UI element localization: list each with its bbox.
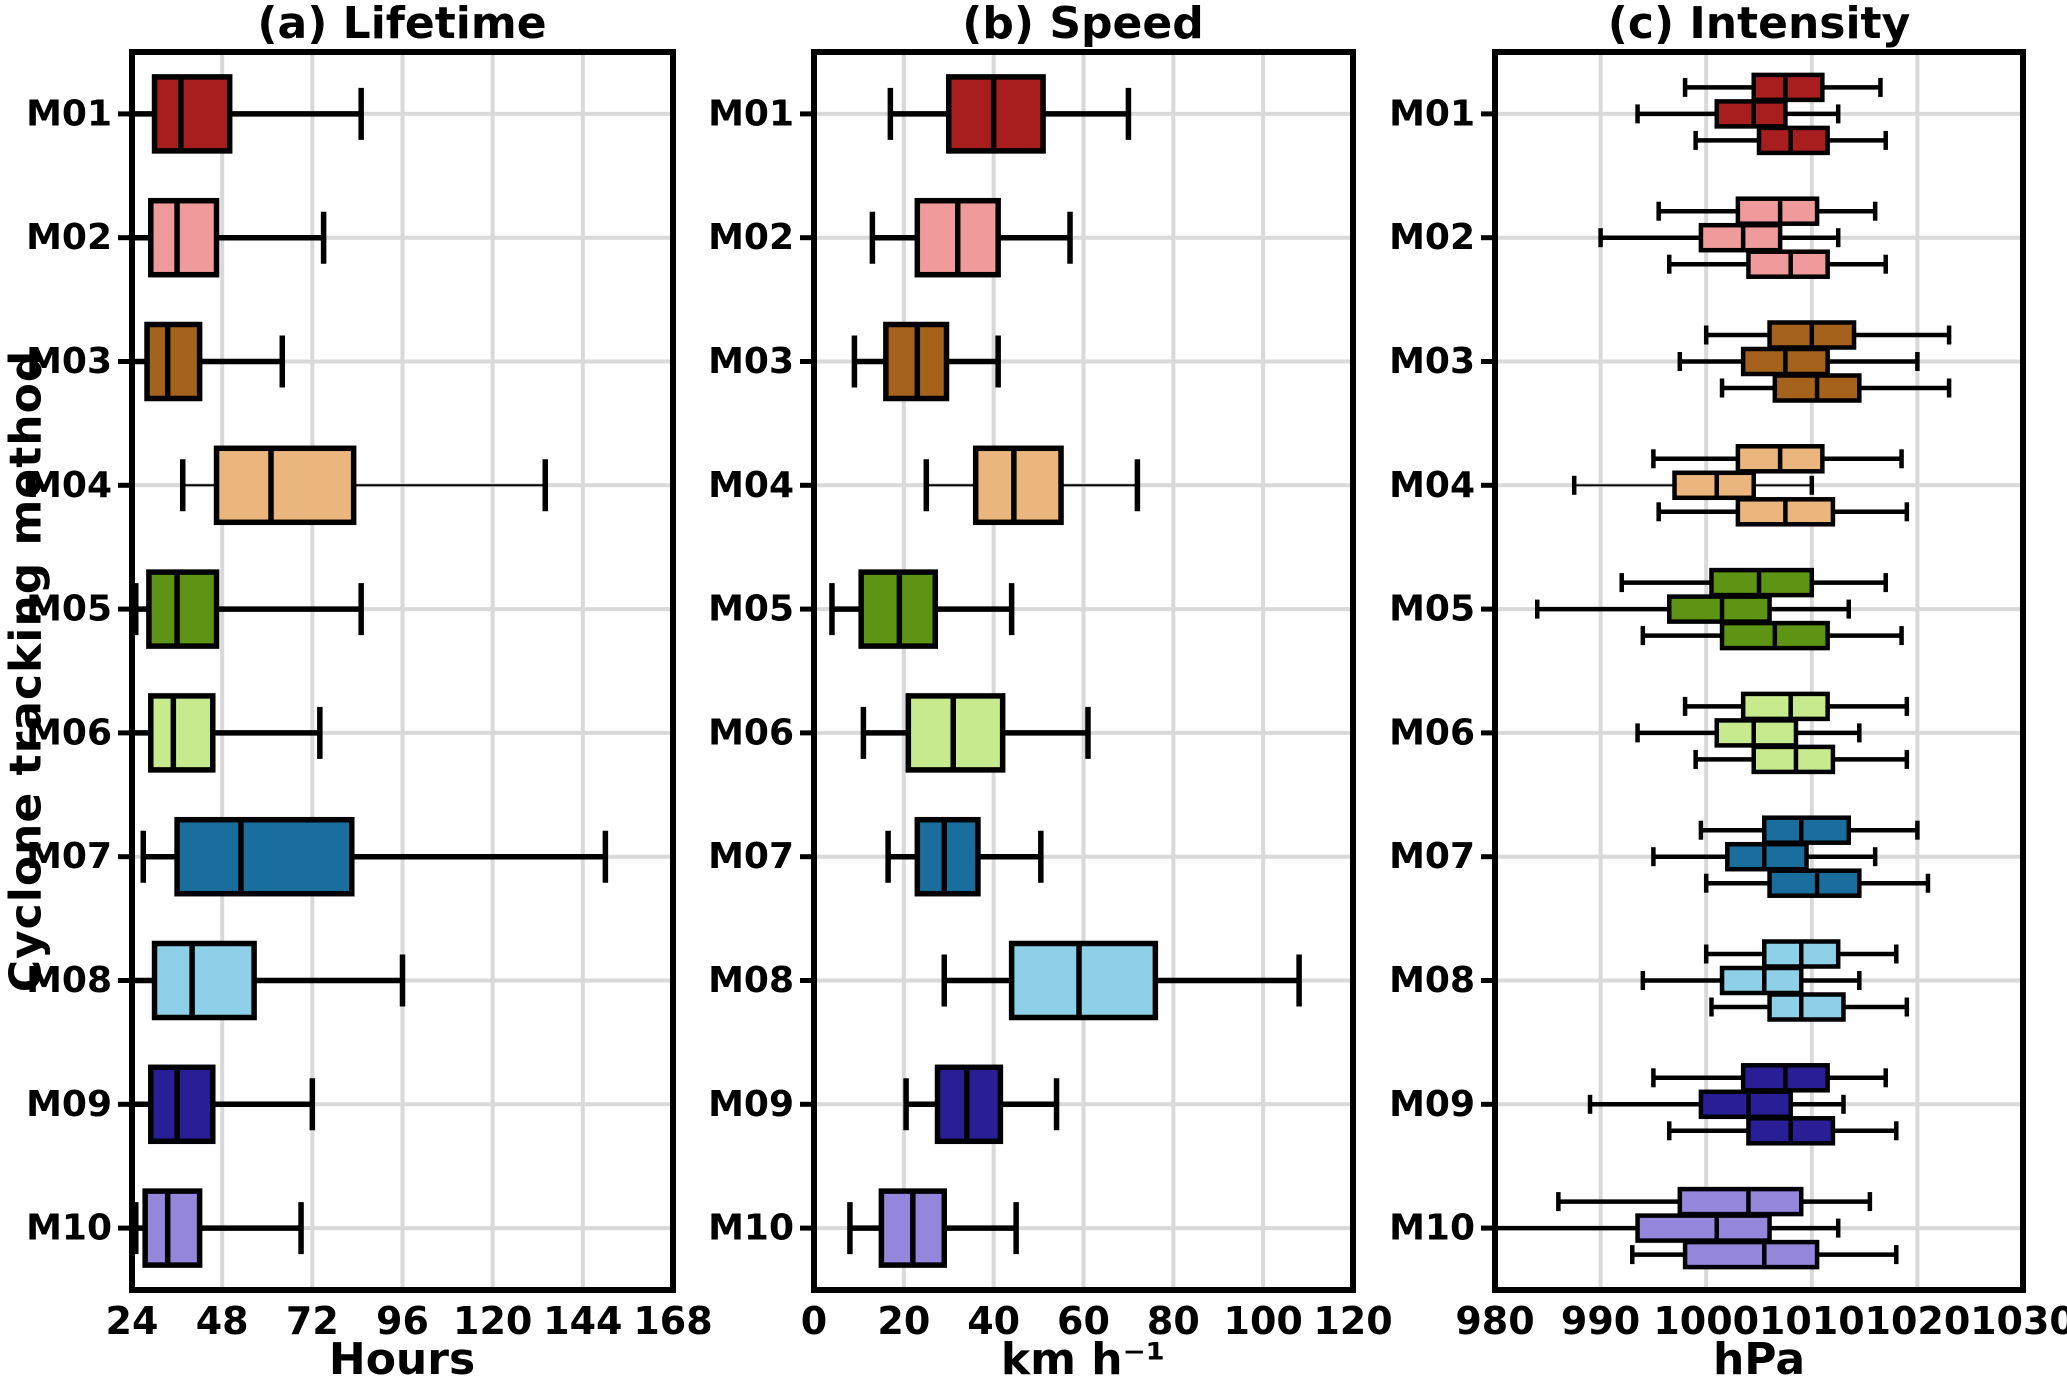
box (1725, 841, 1809, 872)
box (1735, 196, 1820, 226)
box (148, 693, 216, 773)
box (151, 940, 257, 1021)
method-tick-label: M06 (26, 712, 112, 753)
method-tick-label: M08 (708, 960, 794, 1001)
panel-a-xaxis-label: Hours (328, 1334, 476, 1385)
method-tick-label: M09 (1389, 1084, 1475, 1125)
box (148, 1064, 216, 1145)
method-tick-label: M07 (26, 836, 112, 877)
method-tick-label: M05 (1389, 589, 1475, 630)
x-tick-label: 24 (106, 1299, 159, 1343)
box (174, 816, 355, 897)
x-tick-label: 96 (376, 1299, 429, 1343)
x-tick-label: 120 (453, 1299, 532, 1343)
method-tick-label: M10 (26, 1208, 112, 1249)
box (146, 569, 220, 649)
box (148, 197, 220, 278)
method-tick-label: M07 (1389, 836, 1475, 877)
x-tick-label: 120 (1313, 1299, 1392, 1343)
box (1762, 815, 1852, 845)
x-tick-label: 40 (967, 1299, 1020, 1343)
panel-c-title: (c) Intensity (1607, 0, 1911, 49)
box (144, 321, 203, 402)
x-tick-label: 100 (1224, 1299, 1303, 1343)
x-tick-label: 990 (1561, 1299, 1640, 1343)
box (1740, 691, 1830, 722)
panel-border (1492, 49, 2026, 1293)
method-tick-label: M09 (26, 1084, 112, 1125)
box (1719, 965, 1804, 996)
box (1666, 594, 1772, 624)
panel-b-xaxis-label: km h⁻¹ (1000, 1334, 1166, 1385)
y-axis-label: Cyclone tracking method (0, 349, 52, 993)
x-tick-label: 168 (633, 1299, 712, 1343)
method-tick-label: M02 (708, 217, 794, 258)
box (1756, 125, 1830, 156)
method-tick-label: M08 (26, 960, 112, 1001)
box (1672, 470, 1756, 501)
method-tick-label: M04 (708, 465, 794, 506)
x-tick-label: 0 (801, 1299, 827, 1343)
method-tick-label: M02 (26, 217, 112, 258)
panel-c-xaxis-label: hPa (1712, 1334, 1806, 1385)
box (1677, 1186, 1804, 1217)
x-tick-label: 48 (196, 1299, 249, 1343)
method-tick-label: M01 (708, 93, 794, 134)
box (1746, 249, 1830, 279)
method-tick-label: M10 (1389, 1208, 1475, 1249)
method-tick-label: M03 (708, 341, 794, 382)
x-tick-label: 60 (1057, 1299, 1110, 1343)
box (1751, 72, 1825, 103)
box (142, 1188, 203, 1268)
x-tick-label: 144 (543, 1299, 622, 1343)
box (1714, 99, 1788, 129)
method-tick-label: M09 (708, 1084, 794, 1125)
x-tick-label: 1030 (1970, 1299, 2067, 1343)
x-tick-label: 1020 (1865, 1299, 1971, 1343)
x-tick-label: 1010 (1759, 1299, 1865, 1343)
method-tick-label: M05 (26, 589, 112, 630)
x-tick-label: 1000 (1653, 1299, 1759, 1343)
box (1698, 1089, 1793, 1120)
method-tick-label: M06 (708, 712, 794, 753)
box (1008, 940, 1159, 1021)
box (1635, 1213, 1772, 1243)
method-tick-label: M08 (1389, 960, 1475, 1001)
box (151, 74, 233, 154)
method-tick-label: M02 (1389, 217, 1475, 258)
x-tick-label: 72 (286, 1299, 339, 1343)
box (1709, 567, 1815, 598)
box (972, 445, 1064, 526)
method-tick-label: M04 (1389, 465, 1475, 506)
method-tick-label: M01 (26, 93, 112, 134)
method-tick-label: M01 (1389, 93, 1475, 134)
method-tick-label: M06 (1389, 712, 1475, 753)
x-tick-label: 20 (877, 1299, 930, 1343)
box (1698, 222, 1783, 253)
box (1714, 718, 1799, 748)
panel-border (811, 49, 1356, 1293)
panel-border (129, 49, 676, 1293)
panel-b-title: (b) Speed (962, 0, 1204, 49)
method-tick-label: M04 (26, 465, 112, 506)
box (213, 445, 357, 526)
box (914, 816, 981, 897)
method-tick-label: M07 (708, 836, 794, 877)
box (1682, 1239, 1820, 1270)
x-tick-label: 980 (1455, 1299, 1534, 1343)
box (1751, 744, 1836, 775)
method-tick-label: M03 (1389, 341, 1475, 382)
panel-a-title: (a) Lifetime (257, 0, 547, 49)
x-tick-label: 80 (1147, 1299, 1200, 1343)
method-tick-label: M05 (708, 589, 794, 630)
box (1767, 992, 1846, 1022)
box (1767, 868, 1862, 898)
method-tick-label: M10 (708, 1208, 794, 1249)
method-tick-label: M03 (26, 341, 112, 382)
